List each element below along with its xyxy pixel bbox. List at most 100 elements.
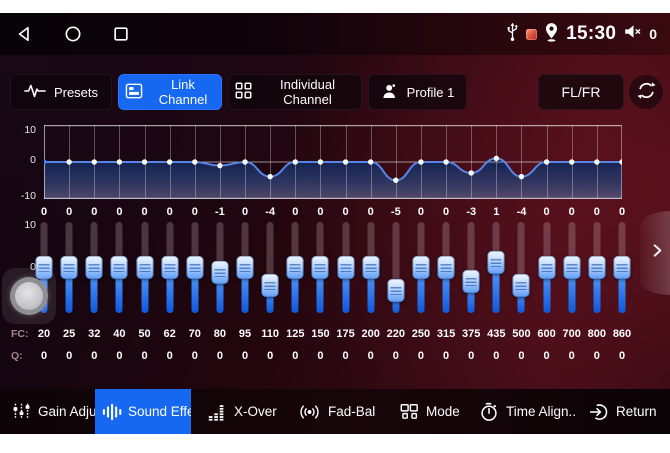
eq-band-slider[interactable] [257,222,283,326]
back-icon[interactable] [13,22,37,46]
slider-thumb[interactable] [512,274,530,298]
slider-thumb[interactable] [362,256,380,279]
slider-thumb[interactable] [387,278,405,302]
slider-thumb[interactable] [85,256,103,279]
bottom-nav-item-gain-adjus[interactable]: Gain Adjus.. [12,389,111,434]
eq-band-slider[interactable] [458,222,484,326]
slider-track-fill [115,267,123,313]
eq-band-slider[interactable] [56,222,82,326]
band-q-value: 0 [241,350,249,362]
eq-curve-point[interactable] [418,159,424,165]
eq-curve-point[interactable] [44,159,47,165]
slider-thumb[interactable] [186,256,204,279]
slider-thumb[interactable] [538,256,556,279]
eq-curve-point[interactable] [217,162,223,169]
eq-curve-point[interactable] [443,159,449,165]
eq-curve-point[interactable] [267,173,273,180]
bottom-nav-item-mode[interactable]: Mode [399,389,460,434]
slider-thumb[interactable] [60,256,78,279]
eq-curve-point[interactable] [493,155,500,162]
eq-curve-point[interactable] [594,159,600,165]
eq-band-slider[interactable] [132,222,158,326]
assistive-touch-ball[interactable] [2,268,56,324]
bottom-nav-item-x-over[interactable]: X-Over [207,389,277,434]
band-gain-value: 0 [166,206,173,218]
recents-icon[interactable] [109,22,133,46]
eq-curve-point[interactable] [317,159,324,165]
tab-presets[interactable]: Presets [10,74,112,110]
eq-curve-point[interactable] [619,159,622,165]
eq-curve-point[interactable] [518,173,525,180]
eq-curve-point[interactable] [367,159,374,165]
slider-thumb[interactable] [462,269,480,293]
slider-thumb[interactable] [412,256,430,279]
eq-curve-point[interactable] [569,159,575,165]
band-gain-value: 0 [116,206,123,218]
bottom-nav-item-return[interactable]: Return [589,389,657,434]
tab-link-channel[interactable]: Link Channel [118,74,222,110]
eq-curve-point[interactable] [166,159,173,165]
slider-thumb[interactable] [286,256,304,279]
slider-thumb[interactable] [236,256,254,279]
eq-band-slider[interactable] [232,222,258,326]
eq-band-slider[interactable] [383,222,409,326]
slider-thumb[interactable] [311,256,329,279]
bottom-nav-item-time-align[interactable]: Time Align.. [479,389,576,434]
eq-band-slider[interactable] [358,222,384,326]
eq-band-slider[interactable] [81,222,107,326]
channel-toggle-button[interactable]: FL/FR [538,74,624,110]
slider-thumb[interactable] [211,260,229,284]
band-gain-value: 0 [443,206,450,218]
eq-band-slider[interactable] [307,222,333,326]
eq-curve-point[interactable] [292,159,299,165]
eq-curve-point[interactable] [468,170,474,176]
slider-thumb[interactable] [588,256,606,279]
volume-muted-icon[interactable] [623,23,644,45]
slider-thumb[interactable] [261,274,279,298]
eq-band-slider[interactable] [534,222,560,326]
eq-curve-point[interactable] [116,159,123,165]
slider-thumb[interactable] [337,256,355,279]
eq-band-slider[interactable] [182,222,208,326]
slider-thumb[interactable] [563,256,581,279]
eq-band-slider[interactable] [559,222,585,326]
slider-thumb[interactable] [110,256,128,279]
eq-curve-point[interactable] [192,159,198,165]
eq-band-slider[interactable] [584,222,610,326]
eq-curve-point[interactable] [91,159,97,165]
next-page-flap[interactable] [640,211,670,295]
eq-band-slider[interactable] [408,222,434,326]
eq-curve-point[interactable] [66,159,72,165]
chevron-right-icon [650,243,665,263]
bottom-nav-item-sound-effec[interactable]: Sound Effec [95,389,191,434]
eq-band-slider[interactable] [433,222,459,326]
slider-thumb[interactable] [161,256,179,279]
eq-band-slider[interactable] [282,222,308,326]
eq-curve-point[interactable] [242,159,248,165]
eq-curve-point[interactable] [342,159,349,165]
eq-curve-point[interactable] [393,177,399,183]
band-frequency-value: 80 [213,328,227,340]
eq-band-slider[interactable] [106,222,132,326]
refresh-button[interactable] [629,75,663,109]
bottom-nav-item-fad-bal[interactable]: Fad-Bal [298,389,375,434]
eq-band-slider[interactable] [508,222,534,326]
eq-band-slider[interactable] [157,222,183,326]
eq-band-slider[interactable] [333,222,359,326]
tab-link-channel-label: Link Channel [158,77,208,107]
home-icon[interactable] [61,22,85,46]
eq-band-slider[interactable] [207,222,233,326]
slider-thumb[interactable] [487,251,505,275]
band-frequency-value: 20 [37,328,51,340]
eq-curve-point[interactable] [141,159,148,165]
slider-thumb[interactable] [613,256,631,279]
slider-thumb[interactable] [437,256,455,279]
slider-thumb[interactable] [136,256,154,279]
slider-thumb[interactable] [35,256,53,279]
eq-band-slider[interactable] [483,222,509,326]
eq-curve-chart[interactable] [44,125,622,199]
eq-curve-point[interactable] [543,159,550,165]
tab-profile[interactable]: Profile 1 [368,74,467,110]
tab-individual-channel[interactable]: Individual Channel [228,74,362,110]
eq-band-slider[interactable] [609,222,635,326]
